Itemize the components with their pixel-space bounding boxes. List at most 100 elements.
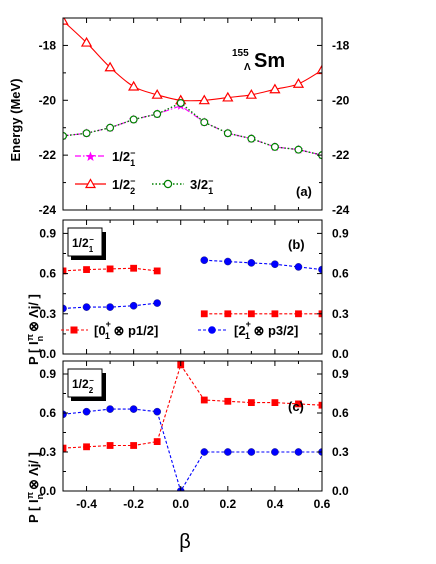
panel-b-series-1-point (200, 310, 208, 318)
panel-c-series-1-point (224, 397, 232, 405)
panel-c-xtick-label: 0.6 (314, 497, 331, 511)
panel-b-frame (62, 219, 323, 355)
panel-b-ytick-label-right: 0.0 (332, 347, 349, 361)
panel-c-ytick-label-right: 0.9 (332, 367, 349, 381)
legend-b-item-1: [0+ 1 ⊗ p1/2] (61, 319, 158, 341)
svg-text:1/21−: 1/21− (112, 148, 135, 168)
panel-c-ytick-label-right: 0.6 (332, 406, 349, 420)
panel-b-series-1-point (295, 310, 302, 318)
panel-c-series-2-point (271, 448, 279, 456)
panel-b-ytick-label-left: 0.3 (39, 307, 56, 321)
panel-a-series-2-point (292, 78, 305, 88)
svg-text:1/22−: 1/22− (112, 176, 135, 196)
panel-b-series-1-point (63, 267, 67, 275)
panel-c-xtick-label: -0.2 (123, 497, 144, 511)
panel-a-ytick-label-right: -20 (332, 93, 350, 107)
panel-b-series-2-point (224, 257, 232, 266)
panel-b-series-1-point (271, 310, 279, 318)
panel-c-ytick-label-left: 0.6 (39, 406, 56, 420)
panel-c-ytick-label-right: 0.0 (332, 484, 349, 498)
panel-a-ytick-label-right: -18 (332, 38, 350, 52)
panel-c: 0.0 0.0 0.3 0.3 0.6 0.6 0.9 0.9 -0.4 -0.2 0.0 0.2 0.… (39, 360, 349, 511)
panel-c-series-1-point (318, 401, 322, 409)
panel-b-series-2-point (200, 256, 209, 265)
svg-text:1/21−: 1/21− (72, 235, 94, 254)
panel-a-series-2-point (151, 88, 163, 99)
panel-b-ytick-label-right: 0.3 (332, 307, 349, 321)
panel-a-series-3-point (82, 129, 91, 138)
panel-a-ytick-label-right: -22 (332, 148, 350, 162)
panel-c-ytick-label-left: 0.3 (39, 445, 56, 459)
panel-a-series-3-point (247, 134, 256, 143)
panel-a-series-1-line (63, 105, 322, 156)
panel-a-series-2-point (127, 80, 140, 91)
panel-b-ytick-label-right: 0.9 (332, 226, 349, 240)
panel-b-ytick-label-left: 0.9 (39, 226, 56, 240)
panel-c-series-2-point (153, 407, 161, 416)
panel-c-series-1-point (271, 399, 279, 406)
panel-b-series-2-point (294, 263, 303, 271)
panel-a-series-3-point (200, 118, 209, 127)
panel-c-series-2-line (63, 408, 322, 491)
panel-b-series-2-point (271, 260, 279, 269)
panel-c-series-1-point (153, 438, 161, 445)
legend-b-item-2: [2+ 1 ⊗ p3/2] (198, 319, 298, 341)
panel-a-ytick-label-left: -22 (39, 148, 57, 162)
panel-a-series-3-point (176, 99, 185, 108)
panel-c-series-2-point (129, 405, 138, 413)
panel-c-ytick-label-left: 0.0 (39, 484, 56, 498)
panel-b-ytick-label-right: 0.6 (332, 267, 349, 281)
panel-a-ytick-label-right: -24 (332, 203, 350, 217)
panel-a: -24 -24 -22 -22 -20 -20 -18 -18 (39, 17, 350, 217)
panel-b-ytick-label-left: 0.6 (39, 267, 56, 281)
svg-text:1/22−: 1/22− (72, 376, 94, 395)
panel-b-series-1-point (130, 264, 138, 272)
panel-c-xtick-label: 0.0 (172, 497, 189, 511)
svg-text:P [ Inπ⊗ Λj/ ]: P [ Inπ⊗ Λj/ ] (25, 294, 45, 365)
panel-a-series-2-point (63, 18, 69, 25)
panel-b-series-1-point (153, 267, 161, 275)
panel-c-series-1-point (200, 396, 208, 404)
panel-c-series-1-line (63, 363, 322, 449)
panel-b-label: (b) (288, 237, 305, 252)
legend-b: [0+ 1 ⊗ p1/2] [2+ 1 ⊗ p3/2] (61, 319, 298, 341)
panel-a-series-3-point (294, 145, 303, 154)
panel-a-series-2-point (222, 91, 234, 102)
legend-a-item-3: 3/21− (152, 176, 213, 196)
panel-c-ytick-label-right: 0.3 (332, 445, 349, 459)
panel-c-series-2-point (106, 405, 114, 413)
panel-a-series-3-point (270, 142, 279, 151)
panel-b: 0.0 0.0 0.3 0.3 0.6 0.6 0.9 0.9 (39, 219, 349, 361)
panel-b-series-2-line-2 (204, 259, 322, 271)
panel-b-series (63, 256, 322, 318)
panel-b-series-2-point (129, 301, 138, 310)
svg-text:[2+1 ⊗ p3/2]: [2+ 1 ⊗ p3/2] (234, 319, 298, 341)
panel-c-label: (c) (288, 399, 304, 414)
panel-c-series-1-point (295, 400, 302, 408)
panel-a-ytick-label-left: -18 (39, 38, 57, 52)
panel-a-series-3-point (223, 129, 232, 138)
panel-c-xtick-label: 0.2 (219, 497, 236, 511)
panel-c-series-1-point (247, 399, 255, 406)
panel-a-series-2-point (104, 61, 116, 72)
panel-c-xtick-label: 0.4 (267, 497, 284, 511)
panel-a-series-2-point (269, 83, 281, 94)
legend-a: 1/21− 1/22− 3/21− (75, 148, 213, 196)
panel-c-series-1-point (130, 442, 138, 449)
panel-c-series-2-point (82, 407, 91, 416)
nucleus-lambda: Λ (244, 62, 251, 73)
panel-a-series-2-point (245, 88, 258, 99)
legend-a-item-2: 1/22− (75, 176, 135, 196)
panel-a-frame (62, 17, 323, 211)
panel-a-series-3-point (63, 131, 67, 140)
panel-a-ytick-label-left: -24 (39, 203, 57, 217)
panel-b-series-2-point (82, 303, 91, 311)
panel-c-series-1-point (63, 444, 67, 452)
panel-c-series-2-point (200, 448, 209, 456)
panel-b-series-2-point (106, 303, 114, 311)
panel-b-series-2-point (153, 299, 161, 307)
x-axis-title: β (179, 531, 191, 553)
energy-axis-title: Energy (MeV) (8, 78, 23, 161)
nucleus-symbol: Sm (254, 50, 285, 72)
